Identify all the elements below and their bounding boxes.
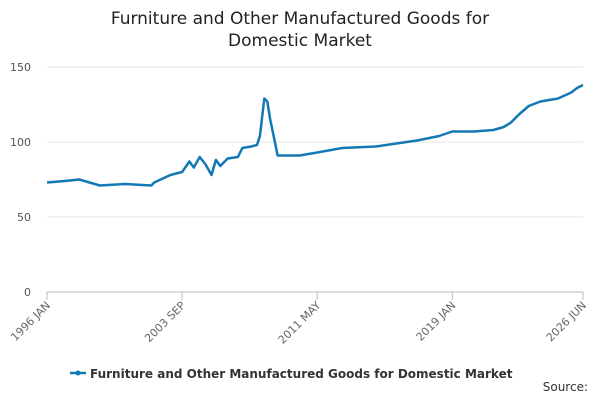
legend-marker (75, 370, 81, 376)
x-tick-label: 2003 SEP (142, 299, 188, 345)
x-tick-label: 2011 MAY (276, 299, 324, 347)
chart-title: Furniture and Other Manufactured Goods f… (110, 9, 490, 51)
legend-label: Furniture and Other Manufactured Goods f… (90, 367, 513, 381)
source: Source: (543, 380, 588, 394)
y-tick-label: 0 (24, 286, 31, 299)
x-tick-label: 2026 JUN (544, 299, 589, 344)
y-tick-label: 50 (17, 211, 31, 224)
y-tick-label: 100 (10, 136, 31, 149)
x-tick-label: 2019 JAN (414, 299, 459, 344)
x-tick-label: 1996 JAN (8, 299, 53, 344)
y-tick-label: 150 (10, 61, 31, 74)
line (46, 83, 584, 187)
